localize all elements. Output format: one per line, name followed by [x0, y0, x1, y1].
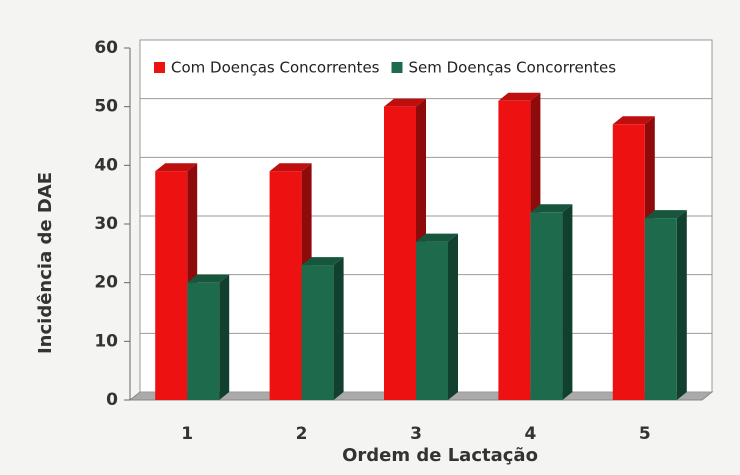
bar [416, 233, 458, 400]
bar-side [676, 210, 687, 400]
bar-top [530, 204, 573, 213]
y-axis-title: Incidência de DAE [35, 172, 56, 354]
legend-swatch [391, 62, 403, 73]
bar-front [384, 106, 416, 401]
y-tick-label: 20 [94, 273, 118, 293]
legend-label: Com Doenças Concorrentes [171, 59, 380, 77]
bar-top [269, 163, 312, 172]
bar-front [187, 282, 220, 400]
bar-top [187, 274, 230, 283]
bar-front [530, 212, 563, 400]
bar-top [384, 98, 426, 107]
bar-side [562, 204, 573, 400]
legend-swatch [154, 62, 165, 73]
bar [644, 210, 687, 400]
x-tick-label: 1 [181, 424, 193, 444]
bar-side [333, 257, 344, 400]
bar [530, 204, 573, 400]
bar-front [644, 218, 677, 400]
x-tick-label: 5 [639, 424, 651, 444]
bar-top [644, 210, 687, 219]
x-axis-title: Ordem de Lactação [342, 445, 538, 466]
bar-front [301, 265, 334, 400]
bar-front [155, 171, 188, 400]
bar [301, 257, 344, 400]
bar-side [219, 274, 230, 400]
y-tick-label: 10 [94, 331, 118, 351]
bar-front [612, 124, 645, 401]
bar-top [498, 92, 541, 101]
bar-front [269, 171, 302, 400]
bar-front [498, 100, 531, 401]
x-tick-label: 2 [296, 424, 308, 444]
bar-top [612, 116, 655, 125]
x-tick-label: 4 [524, 424, 536, 444]
y-tick-label: 0 [106, 390, 118, 410]
y-tick-label: 30 [94, 214, 118, 234]
legend-label: Sem Doenças Concorrentes [409, 59, 617, 77]
y-tick-label: 60 [94, 38, 118, 58]
x-tick-label: 3 [410, 424, 422, 444]
bar-top [155, 163, 198, 172]
bar-top [301, 257, 344, 266]
y-tick-label: 50 [94, 97, 118, 117]
bar-top [416, 233, 458, 242]
bar-side [448, 233, 458, 400]
y-tick-label: 40 [94, 155, 118, 175]
bar [187, 274, 230, 400]
bar-front [416, 241, 448, 400]
